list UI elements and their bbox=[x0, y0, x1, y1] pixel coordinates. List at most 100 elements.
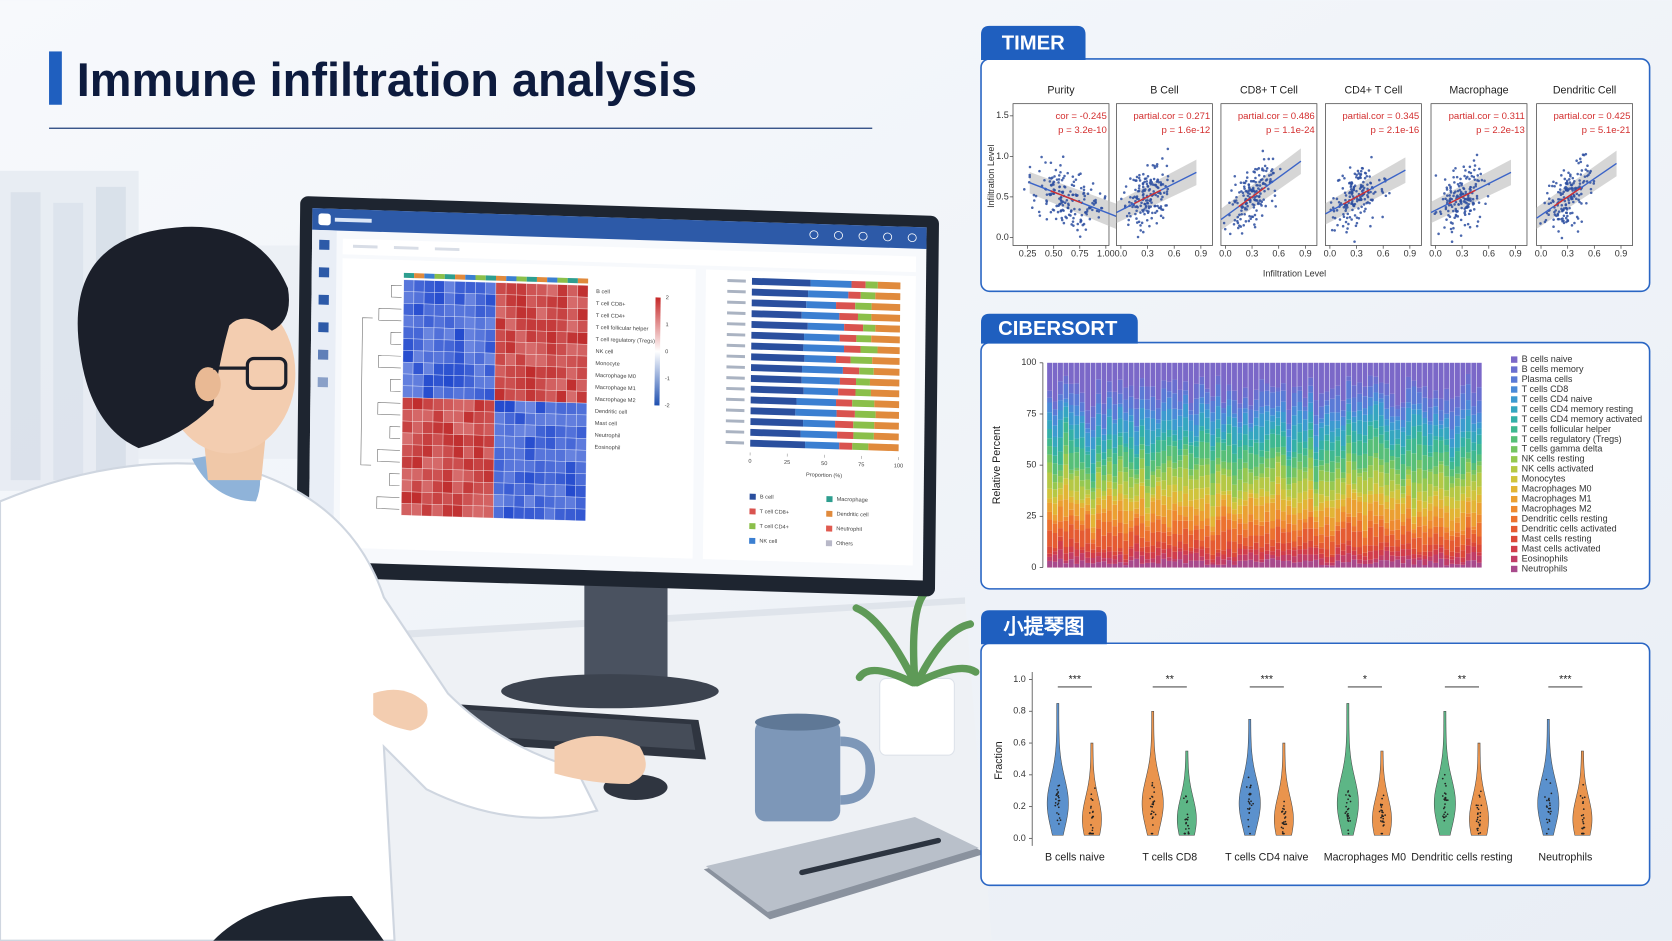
scatter-point bbox=[1234, 183, 1237, 187]
scatter-point bbox=[1348, 191, 1351, 195]
scatter-point bbox=[1333, 229, 1336, 232]
violin-dot bbox=[1282, 827, 1284, 830]
bar-segment bbox=[1150, 443, 1156, 453]
x-tick-label: 0.9 bbox=[1615, 248, 1628, 258]
scatter-point bbox=[1560, 236, 1564, 240]
bar-segment bbox=[1226, 399, 1232, 406]
bar-segment bbox=[1275, 425, 1281, 435]
bar-segment bbox=[1275, 411, 1281, 418]
bar-segment bbox=[872, 357, 900, 365]
bar-segment bbox=[1221, 554, 1227, 560]
violin-dot bbox=[1477, 808, 1480, 811]
bar-segment bbox=[1389, 509, 1395, 521]
sample-label bbox=[725, 440, 745, 445]
legend-label: Macrophages M1 bbox=[1522, 494, 1592, 504]
bar-segment bbox=[1280, 390, 1286, 402]
scatter-point bbox=[1368, 175, 1371, 178]
bar-segment bbox=[1433, 526, 1439, 534]
bar-segment bbox=[1134, 535, 1140, 544]
scatter-point bbox=[1445, 218, 1448, 221]
bar-segment bbox=[1357, 393, 1363, 403]
bar-segment bbox=[1395, 489, 1401, 500]
heatmap-cell bbox=[514, 447, 526, 461]
bar-segment bbox=[1090, 362, 1096, 407]
scatter-point bbox=[1471, 201, 1475, 204]
scatter-point bbox=[1100, 206, 1103, 210]
bar-segment bbox=[1139, 515, 1145, 524]
bar-segment bbox=[1411, 554, 1417, 559]
scatter-point bbox=[1257, 201, 1260, 204]
bar-segment bbox=[1460, 479, 1466, 487]
bar-segment bbox=[1085, 504, 1091, 511]
violin-dot bbox=[1186, 813, 1189, 816]
bar-segment bbox=[1139, 386, 1145, 400]
bar-segment bbox=[1106, 362, 1112, 382]
legend-label: Dendritic cell bbox=[836, 512, 868, 519]
bar-segment bbox=[1346, 497, 1352, 514]
scatter-point bbox=[1560, 217, 1563, 221]
bar-segment bbox=[1346, 545, 1352, 554]
bar-segment bbox=[1460, 530, 1466, 535]
bar-segment bbox=[1378, 493, 1384, 505]
scatter-point bbox=[1063, 185, 1066, 188]
bar-segment bbox=[1286, 436, 1292, 452]
bar-segment bbox=[877, 346, 900, 355]
bar-segment bbox=[1455, 500, 1460, 509]
bar-segment bbox=[1134, 445, 1140, 455]
bar-segment bbox=[1210, 562, 1216, 565]
sample-label bbox=[726, 333, 746, 337]
bar-segment bbox=[1253, 505, 1259, 520]
violin-dot bbox=[1442, 815, 1444, 818]
heatmap-cell bbox=[525, 389, 536, 402]
bar-segment bbox=[1455, 552, 1460, 558]
scatter-point bbox=[1355, 175, 1358, 179]
bar-segment bbox=[1242, 412, 1248, 425]
scatter-point bbox=[1467, 212, 1471, 216]
heatmap-cell bbox=[546, 284, 558, 297]
bar-segment bbox=[1275, 483, 1281, 495]
bar-segment bbox=[1460, 493, 1466, 501]
heatmap-cell bbox=[504, 388, 516, 402]
bar-segment bbox=[1183, 417, 1188, 431]
heatmap-annotation bbox=[424, 273, 435, 279]
bar-segment bbox=[1063, 375, 1069, 384]
scatter-point bbox=[1456, 194, 1459, 197]
bar-segment bbox=[1145, 486, 1150, 493]
heatmap-cell bbox=[515, 365, 526, 378]
heatmap-cell bbox=[576, 343, 588, 357]
heatmap-annotation bbox=[526, 276, 537, 282]
bar-segment bbox=[1117, 436, 1123, 446]
bar-segment bbox=[1389, 460, 1395, 469]
scatter-point bbox=[1038, 214, 1042, 217]
bar-segment bbox=[1155, 440, 1161, 453]
scatter-point bbox=[1127, 223, 1130, 227]
heatmap-cell bbox=[575, 449, 587, 463]
bar-segment bbox=[1471, 526, 1477, 530]
violin-dot bbox=[1054, 804, 1057, 807]
violin-dot bbox=[1348, 817, 1351, 819]
heatmap-cell bbox=[556, 343, 568, 356]
bar-segment bbox=[1204, 464, 1210, 476]
scatter-point bbox=[1443, 226, 1446, 229]
bar-segment bbox=[1226, 469, 1232, 477]
violin-dot bbox=[1185, 801, 1188, 804]
scatter-point bbox=[1476, 174, 1480, 177]
dendrogram bbox=[390, 332, 402, 345]
background-part bbox=[53, 202, 84, 481]
legend-swatch bbox=[749, 537, 756, 544]
bar-segment bbox=[1074, 491, 1080, 501]
heatmap-cell bbox=[575, 508, 586, 522]
heatmap-cell bbox=[494, 388, 506, 401]
heatmap-cell bbox=[442, 504, 453, 517]
y-tick-label: 100 bbox=[1021, 357, 1036, 367]
scatter-point bbox=[1571, 176, 1575, 180]
bar-segment bbox=[1074, 529, 1080, 543]
bar-segment bbox=[1297, 562, 1303, 568]
bar-segment bbox=[1145, 507, 1150, 514]
plot-frame bbox=[1012, 103, 1110, 246]
scatter-point bbox=[1136, 235, 1140, 239]
bar-segment bbox=[1362, 421, 1368, 436]
bar-segment bbox=[1090, 491, 1096, 500]
bar-segment bbox=[1248, 546, 1254, 550]
heatmap-cell bbox=[473, 470, 484, 483]
